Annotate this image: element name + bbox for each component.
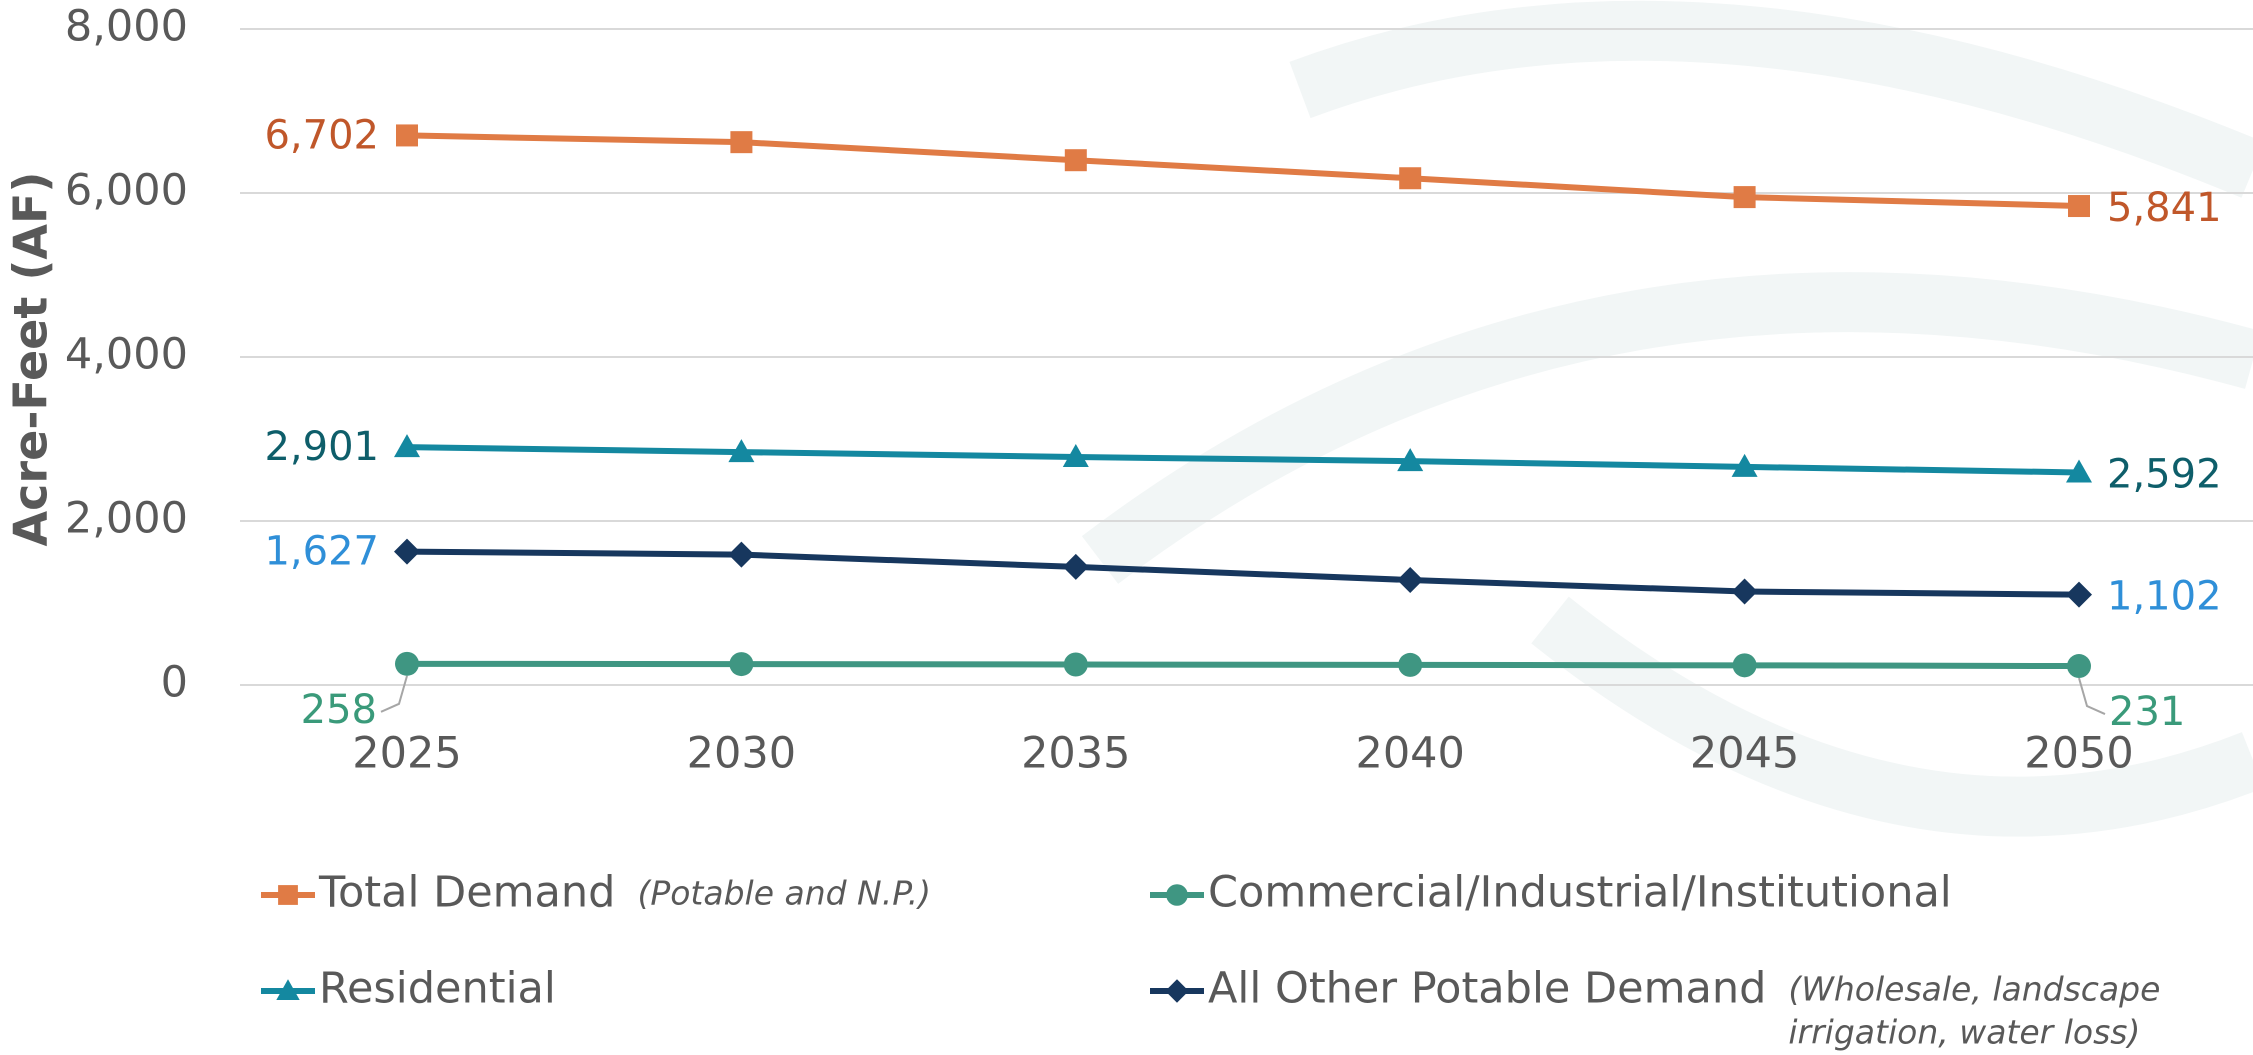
- watermark-arc: [1289, 0, 2253, 198]
- data-label: 2,901: [264, 424, 379, 470]
- marker: [730, 131, 753, 154]
- y-tick-label: 2,000: [65, 494, 188, 544]
- y-tick-label: 4,000: [65, 330, 188, 380]
- legend-label: Total Demand: [318, 868, 615, 918]
- x-tick-label: 2025: [352, 729, 461, 779]
- marker: [278, 885, 298, 905]
- marker: [2068, 195, 2090, 218]
- x-tick-label: 2040: [1355, 729, 1464, 779]
- marker: [728, 541, 755, 568]
- data-label: 1,102: [2107, 574, 2222, 620]
- marker: [1397, 448, 1424, 472]
- data-label: 2,592: [2107, 451, 2222, 497]
- legend-label: All Other Potable Demand: [1208, 964, 1766, 1014]
- legend-item: Commercial/Industrial/Institutional: [1150, 868, 1952, 918]
- y-tick-label: 6,000: [65, 166, 188, 216]
- marker: [394, 538, 420, 565]
- marker: [276, 979, 300, 1000]
- marker: [2067, 654, 2091, 679]
- data-label: 6,702: [264, 112, 379, 158]
- series-line: [406, 548, 2080, 598]
- marker: [1398, 652, 1423, 677]
- marker: [728, 439, 755, 463]
- marker: [395, 651, 419, 676]
- marker: [1731, 578, 1758, 605]
- series-line: [406, 660, 2080, 670]
- marker: [2066, 581, 2092, 608]
- data-label: 1,627: [264, 529, 379, 575]
- marker: [1064, 149, 1087, 172]
- marker: [1732, 653, 1757, 678]
- y-tick-label: 0: [161, 658, 188, 708]
- legend-note: (Potable and N.P.): [637, 874, 931, 913]
- marker: [1166, 884, 1188, 906]
- series-line: [406, 444, 2080, 476]
- marker: [729, 652, 754, 677]
- marker: [1062, 553, 1089, 580]
- data-label: 258: [301, 687, 377, 733]
- legend-item: Residential: [261, 964, 556, 1014]
- marker: [1399, 167, 1422, 190]
- marker: [2066, 459, 2092, 483]
- legend-note: (Wholesale, landscape: [1788, 970, 2160, 1009]
- legend-note: irrigation, water loss): [1788, 1013, 2140, 1052]
- marker: [1165, 979, 1189, 1003]
- data-label: 231: [2109, 689, 2185, 735]
- x-tick-label: 2035: [1021, 729, 1130, 779]
- leader-line: [2078, 677, 2106, 715]
- marker: [1733, 186, 1756, 209]
- watermark-arc: [1531, 596, 2253, 837]
- y-tick-label: 8,000: [65, 2, 188, 52]
- marker: [1731, 453, 1758, 477]
- y-axis-label: Acre-Feet (AF): [4, 172, 58, 547]
- marker: [1062, 444, 1089, 468]
- legend-item: Total Demand (Potable and N.P.): [261, 868, 931, 918]
- marker: [1063, 652, 1088, 677]
- legend-item: All Other Potable Demand (Wholesale, land…: [1150, 964, 2160, 1052]
- data-label: 5,841: [2107, 185, 2222, 231]
- leader-line: [380, 675, 408, 713]
- x-tick-label: 2045: [1690, 729, 1799, 779]
- series-line: [406, 132, 2080, 210]
- marker: [394, 434, 420, 458]
- watermark: [1081, 0, 2253, 837]
- marker: [396, 124, 418, 147]
- x-tick-label: 2030: [687, 729, 796, 779]
- legend-label: Commercial/Industrial/Institutional: [1208, 868, 1952, 918]
- x-tick-label: 2050: [2024, 729, 2133, 779]
- legend-label: Residential: [319, 964, 556, 1014]
- marker: [1397, 567, 1424, 594]
